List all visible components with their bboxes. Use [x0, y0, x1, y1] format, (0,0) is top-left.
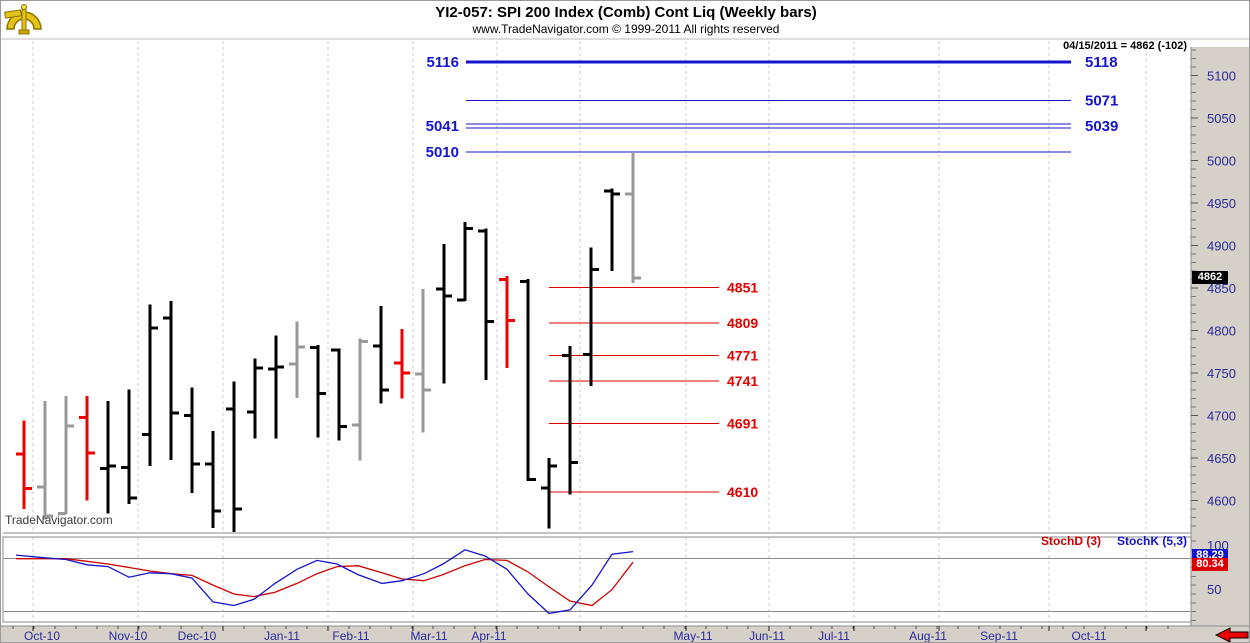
- price-bar: [226, 381, 242, 533]
- resistance-left-label: 5041: [426, 118, 459, 135]
- price-bar: [352, 338, 368, 461]
- month-label: Jun-11: [749, 629, 785, 643]
- price-bar: [541, 458, 557, 529]
- chart-title: YI2-057: SPI 200 Index (Comb) Cont Liq (…: [435, 4, 817, 21]
- price-bar: [142, 304, 158, 466]
- price-bar: [58, 396, 74, 515]
- price-bar: [205, 430, 221, 528]
- price-bar: [121, 389, 137, 504]
- month-label: Dec-10: [178, 629, 217, 643]
- price-bar: [436, 243, 452, 384]
- price-bar: [520, 278, 536, 482]
- support-label: 4809: [727, 315, 758, 331]
- price-bar: [163, 300, 179, 460]
- scroll-left-arrow-button[interactable]: [1215, 627, 1249, 643]
- month-label: Oct-11: [1071, 629, 1106, 643]
- price-bar: [79, 396, 95, 501]
- price-axis-label: 4750: [1207, 366, 1236, 381]
- watermark: TradeNavigator.com: [5, 513, 113, 527]
- support-label: 4610: [727, 484, 758, 500]
- price-bar: [100, 401, 116, 514]
- resistance-left-label: 5116: [426, 54, 459, 71]
- price-axis-label: 5050: [1207, 111, 1236, 126]
- price-bar: [457, 221, 473, 302]
- price-axis-panel[interactable]: [1191, 47, 1250, 626]
- time-axis-strip[interactable]: [1, 626, 1250, 643]
- price-axis-label: 4700: [1207, 409, 1236, 424]
- price-axis-label: 4600: [1207, 494, 1236, 509]
- stochd-value-badge: 80.34: [1192, 558, 1228, 571]
- trade-navigator-logo: [4, 4, 42, 35]
- last-price-badge: 4862: [1192, 271, 1228, 284]
- price-bar: [268, 335, 284, 439]
- month-label: Apr-11: [471, 629, 506, 643]
- stochd-legend-label: StochD (3): [1040, 534, 1101, 548]
- price-bar: [184, 387, 200, 493]
- support-label: 4691: [727, 415, 758, 431]
- support-label: 4771: [727, 347, 758, 363]
- price-axis-label: 5000: [1207, 154, 1236, 169]
- month-label: Aug-11: [909, 629, 947, 643]
- stochk-line: [15, 549, 634, 615]
- resistance-right-label: 5071: [1085, 92, 1118, 109]
- price-bar: [478, 228, 494, 380]
- price-bar: [289, 321, 305, 398]
- price-axis-label: 4950: [1207, 196, 1236, 211]
- copyright-subtitle: www.TradeNavigator.com © 1999-2011 All r…: [472, 22, 780, 36]
- price-bar: [583, 247, 599, 386]
- price-axis-label: 4650: [1207, 451, 1236, 466]
- stoch-axis-label: 50: [1207, 582, 1221, 597]
- month-label: Sep-11: [980, 629, 1018, 643]
- month-label: Nov-10: [109, 629, 148, 643]
- price-bar: [331, 348, 347, 441]
- price-bar: [499, 276, 515, 368]
- price-bar: [415, 288, 431, 433]
- resistance-left-label: 5010: [426, 144, 459, 161]
- resistance-right-label: 5039: [1085, 118, 1118, 135]
- support-label: 4741: [727, 373, 758, 389]
- stochk-legend-label: StochK (5,3): [1116, 534, 1187, 548]
- month-label: Mar-11: [410, 629, 447, 643]
- stochd-line: [16, 558, 634, 607]
- month-label: May-11: [673, 629, 712, 643]
- price-bar: [247, 358, 263, 439]
- resistance-right-label: 5118: [1085, 54, 1118, 71]
- price-axis-label: 4850: [1207, 281, 1236, 296]
- price-bar: [16, 420, 32, 510]
- stoch-panel-border: [2, 536, 1192, 623]
- price-bar: [625, 152, 641, 283]
- price-axis-label: 5100: [1207, 69, 1236, 84]
- price-bar: [394, 328, 410, 399]
- price-bar: [604, 188, 620, 272]
- price-bar: [373, 305, 389, 404]
- month-label: Oct-10: [24, 629, 60, 643]
- price-axis-label: 4900: [1207, 239, 1236, 254]
- month-label: Feb-11: [332, 629, 369, 643]
- month-label: Jan-11: [264, 629, 300, 643]
- price-bar: [562, 345, 578, 495]
- price-axis-label: 4800: [1207, 324, 1236, 339]
- stoch-legend: StochD (3) StochK (5,3): [1041, 534, 1187, 548]
- month-label: Jul-11: [818, 629, 850, 643]
- price-bar: [310, 345, 326, 438]
- support-label: 4851: [727, 279, 758, 295]
- price-bar: [37, 401, 53, 520]
- last-bar-date-value: 04/15/2011 = 4862 (-102): [1063, 40, 1187, 52]
